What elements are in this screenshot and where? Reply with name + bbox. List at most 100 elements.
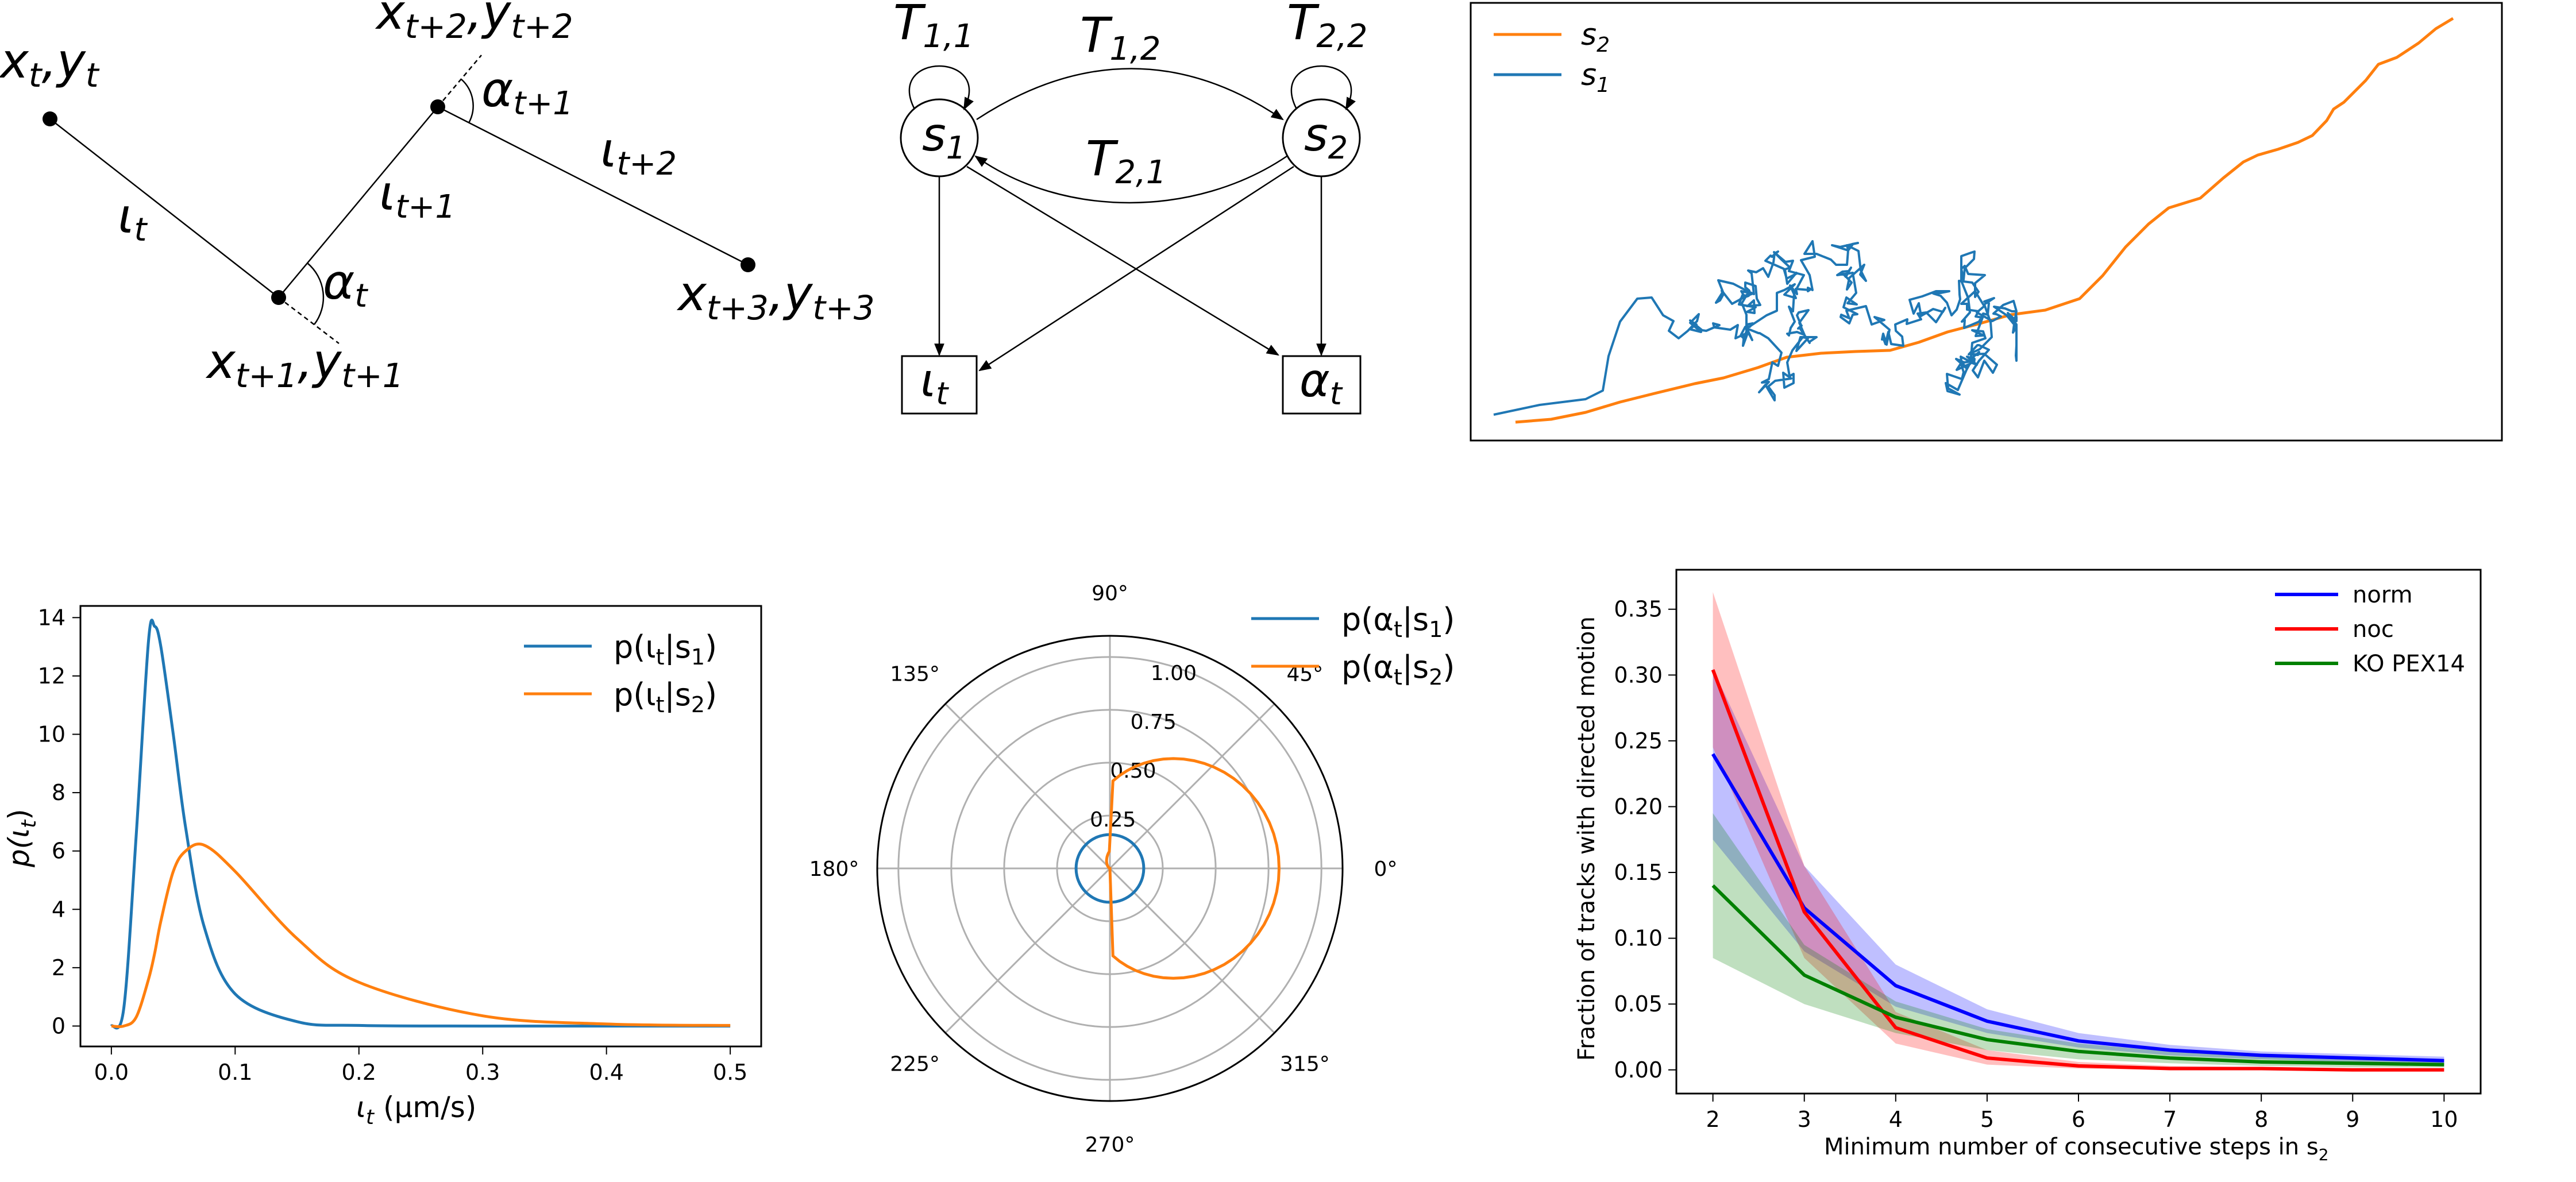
polar-outer-frame — [876, 635, 1344, 1102]
x-tick-label: 0.2 — [342, 1060, 376, 1085]
x-tick-label: 2 — [1706, 1107, 1720, 1132]
angle-arc-t — [307, 262, 325, 325]
segment-label-0: ιt — [118, 188, 148, 249]
y-tick-label: 0.25 — [1614, 728, 1663, 754]
legend-label-s2: s2 — [1581, 18, 1610, 57]
legend-label-angle-s1: p(αt|s1) — [1341, 601, 1455, 642]
step-length-density-plot: 0.0 0.1 0.2 0.3 0.4 0.5 0 2 4 6 8 10 12 14 p(ιt|s1) p… — [2, 605, 762, 1129]
y-tick-label: 10 — [38, 721, 65, 747]
angle-tick-label: 135° — [890, 663, 940, 686]
x-tick-label: 6 — [2072, 1107, 2085, 1132]
point-marker — [430, 99, 445, 114]
x-tick-label: 0.5 — [713, 1060, 747, 1085]
observation-box-length — [901, 355, 978, 415]
emission-arrow — [978, 165, 1294, 372]
observation-label-length: ιt — [920, 354, 949, 412]
radial-tick-label: 1.00 — [1151, 662, 1197, 685]
y-tick-label: 0.30 — [1614, 662, 1663, 687]
confidence-band — [1713, 813, 2444, 1068]
segment-line-3 — [437, 106, 749, 266]
trajectory-plot: s2 s1 — [1470, 2, 2503, 442]
point-label-1: xt+1,yt+1 — [205, 333, 404, 395]
state-label-s2: s2 — [1304, 108, 1348, 166]
angle-tick-label: 270° — [1085, 1133, 1135, 1157]
x-tick-label: 10 — [2430, 1107, 2458, 1132]
polar-series-s1 — [1074, 833, 1146, 904]
x-tick-label: 0.0 — [94, 1060, 129, 1085]
series-line — [1711, 884, 2444, 1067]
angle-tick-label: 225° — [890, 1052, 940, 1076]
confidence-band — [1713, 668, 2444, 1065]
y-tick-label: 0.00 — [1614, 1057, 1663, 1083]
point-marker — [741, 257, 755, 272]
step-geometry-diagram: xt,yt xt+1,yt+1 xt+2,yt+2 xt+3,yt+3 ιt ι… — [0, 0, 875, 395]
x-tick-label: 5 — [1980, 1107, 1994, 1132]
x-tick-label: 0.3 — [465, 1060, 500, 1085]
transition-label-11: T1,1 — [893, 0, 974, 55]
trajectory-s2-line — [1515, 17, 2454, 424]
angle-label-1: αt+1 — [481, 61, 573, 122]
angle-tick-label: 180° — [809, 857, 859, 881]
hmm-state-diagram: s1 s2 ιt αt T1,1 T1,2 T2,1 T2,2 — [893, 0, 1367, 415]
point-label-3: xt+3,yt+3 — [676, 265, 875, 327]
x-tick-label: 4 — [1889, 1107, 1903, 1132]
point-label-0: xt,yt — [0, 33, 100, 95]
y-tick-label: 0.10 — [1614, 926, 1663, 951]
polar-series-s2 — [1105, 757, 1281, 980]
y-tick-label: 2 — [52, 955, 65, 980]
angle-label-0: αt — [323, 254, 368, 315]
y-tick-label: 12 — [38, 663, 65, 689]
segment-line-1 — [49, 118, 279, 298]
y-tick-label: 0.05 — [1614, 991, 1663, 1017]
series-line — [1711, 669, 2444, 1072]
x-tick-label: 7 — [2163, 1107, 2177, 1132]
x-tick-label: 8 — [2254, 1107, 2268, 1132]
extension-dashed-line-2 — [437, 55, 482, 107]
observation-label-angle: αt — [1299, 354, 1343, 412]
y-tick-label: 0.20 — [1614, 794, 1663, 819]
x-tick-label: 0.1 — [218, 1060, 252, 1085]
angle-tick-label: 90° — [1092, 582, 1128, 605]
x-tick-label: 0.4 — [589, 1060, 623, 1085]
fraction-x-axis-label: Minimum number of consecutive steps in s… — [1824, 1134, 2329, 1164]
segment-label-2: ιt+2 — [600, 122, 677, 183]
transition-arrow-21 — [974, 155, 1287, 204]
y-tick-label: 0.35 — [1614, 597, 1663, 622]
y-tick-label: 8 — [52, 780, 65, 805]
transition-label-12: T1,2 — [1080, 7, 1160, 68]
trajectory-axes-frame — [1470, 2, 2503, 442]
emission-arrow — [966, 165, 1279, 356]
transition-label-22: T2,2 — [1287, 0, 1367, 55]
segment-label-1: ιt+1 — [379, 165, 456, 226]
legend-label-angle-s2: p(αt|s2) — [1341, 649, 1455, 690]
x-tick-label: 9 — [2346, 1107, 2359, 1132]
transition-arrow-11 — [908, 65, 974, 110]
y-tick-label: 0 — [52, 1013, 65, 1038]
x-tick-label: 3 — [1798, 1107, 1811, 1132]
y-tick-label: 14 — [38, 605, 65, 630]
legend-label: norm — [2353, 582, 2413, 608]
segment-line-2 — [278, 106, 438, 298]
directed-motion-fraction-plot: 2 3 4 5 6 7 8 9 10 0.00 0.05 0.10 0.15 0.20 0.25 0.30 0.… — [1574, 569, 2482, 1164]
fraction-y-axis-label: Fraction of tracks with directed motion — [1574, 616, 1600, 1061]
trajectory-s1-line — [1493, 240, 2018, 416]
y-tick-label: 0.15 — [1614, 860, 1663, 885]
radial-tick-label: 0.25 — [1090, 808, 1136, 832]
point-label-2: xt+2,yt+2 — [375, 0, 573, 46]
density-axes-frame — [79, 605, 762, 1048]
turning-angle-polar-plot: 0.250.500.751.000°45°90°135°180°225°270°… — [809, 582, 1455, 1157]
legend-label: KO PEX14 — [2353, 651, 2465, 677]
density-series-s2 — [111, 843, 731, 1029]
transition-arrow-22 — [1290, 65, 1356, 110]
radial-tick-label: 0.75 — [1131, 710, 1177, 734]
legend-label: noc — [2353, 616, 2394, 643]
legend-label-density-s2: p(ιt|s2) — [614, 677, 717, 717]
y-tick-label: 4 — [52, 897, 65, 922]
angle-tick-label: 315° — [1280, 1052, 1330, 1076]
legend-label-density-s1: p(ιt|s1) — [614, 629, 717, 670]
legend-label-s1: s1 — [1581, 58, 1610, 97]
point-marker — [43, 111, 57, 126]
density-x-axis-label: ιt (μm/s) — [356, 1091, 476, 1129]
fraction-axes-frame — [1675, 569, 2482, 1095]
